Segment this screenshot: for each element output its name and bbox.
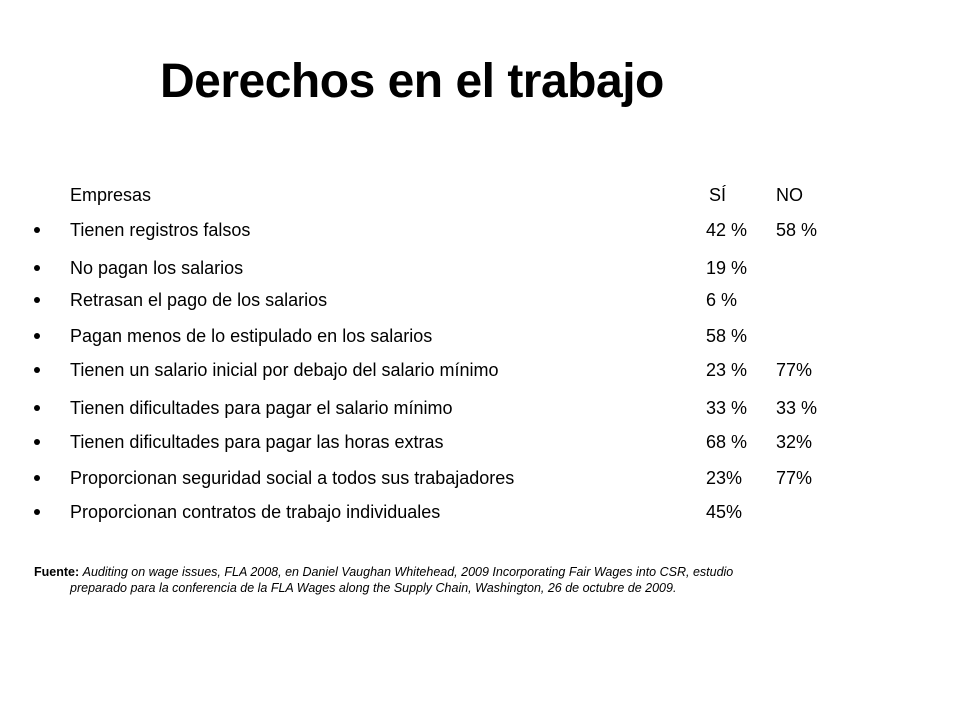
item-label: Tienen dificultades para pagar las horas… xyxy=(70,432,444,452)
list-item: Retrasan el pago de los salarios 6 % xyxy=(0,285,960,315)
source-text-line2: preparado para la conferencia de la FLA … xyxy=(70,581,677,595)
item-yes-value: 23 % xyxy=(706,360,748,380)
list-item: Proporcionan seguridad social a todos su… xyxy=(0,463,960,493)
list-item: Proporcionan contratos de trabajo indivi… xyxy=(0,497,960,527)
item-no-value: 33 % xyxy=(776,398,818,418)
bullet-icon xyxy=(34,475,40,481)
bullet-icon xyxy=(34,297,40,303)
bullet-icon xyxy=(34,509,40,515)
item-yes-value: 58 % xyxy=(706,326,748,346)
item-label: Retrasan el pago de los salarios xyxy=(70,290,328,310)
item-yes-value: 45% xyxy=(706,502,743,522)
list-item: No pagan los salarios 19 % xyxy=(0,253,960,283)
item-yes-value: 6 % xyxy=(706,290,738,310)
item-yes-value: 68 % xyxy=(706,432,748,452)
bullet-icon xyxy=(34,439,40,445)
item-no-value: 77% xyxy=(776,360,813,380)
bullet-icon xyxy=(34,333,40,339)
item-yes-value: 23% xyxy=(706,468,743,488)
item-label: Tienen registros falsos xyxy=(70,220,251,240)
item-label: No pagan los salarios xyxy=(70,258,244,278)
item-yes-value: 19 % xyxy=(706,258,748,278)
list-item: Tienen registros falsos 42 % 58 % xyxy=(0,215,960,245)
item-yes-value: 42 % xyxy=(706,220,748,240)
item-label: Proporcionan seguridad social a todos su… xyxy=(70,468,515,488)
header-no: NO xyxy=(776,185,803,205)
item-label: Pagan menos de lo estipulado en los sala… xyxy=(70,326,433,346)
source-text-line1: Auditing on wage issues, FLA 2008, en Da… xyxy=(82,565,734,579)
list-item: Pagan menos de lo estipulado en los sala… xyxy=(0,321,960,351)
item-no-value: 58 % xyxy=(776,220,818,240)
item-label: Tienen dificultades para pagar el salari… xyxy=(70,398,453,418)
item-label: Proporcionan contratos de trabajo indivi… xyxy=(70,502,441,522)
header-companies: Empresas xyxy=(70,185,152,205)
bullet-icon xyxy=(34,227,40,233)
table-header: Empresas SÍ NO xyxy=(0,180,960,210)
item-label: Tienen un salario inicial por debajo del… xyxy=(70,360,499,380)
slide-title: Derechos en el trabajo xyxy=(160,55,664,108)
list-item: Tienen dificultades para pagar las horas… xyxy=(0,427,960,457)
item-no-value: 77% xyxy=(776,468,813,488)
list-item: Tienen dificultades para pagar el salari… xyxy=(0,393,960,423)
item-no-value: 32% xyxy=(776,432,813,452)
header-yes: SÍ xyxy=(709,185,727,205)
source-label: Fuente: xyxy=(34,565,80,579)
bullet-icon xyxy=(34,367,40,373)
item-yes-value: 33 % xyxy=(706,398,748,418)
bullet-icon xyxy=(34,265,40,271)
source-note: Fuente: Auditing on wage issues, FLA 200… xyxy=(34,564,874,596)
bullet-icon xyxy=(34,405,40,411)
list-item: Tienen un salario inicial por debajo del… xyxy=(0,355,960,385)
